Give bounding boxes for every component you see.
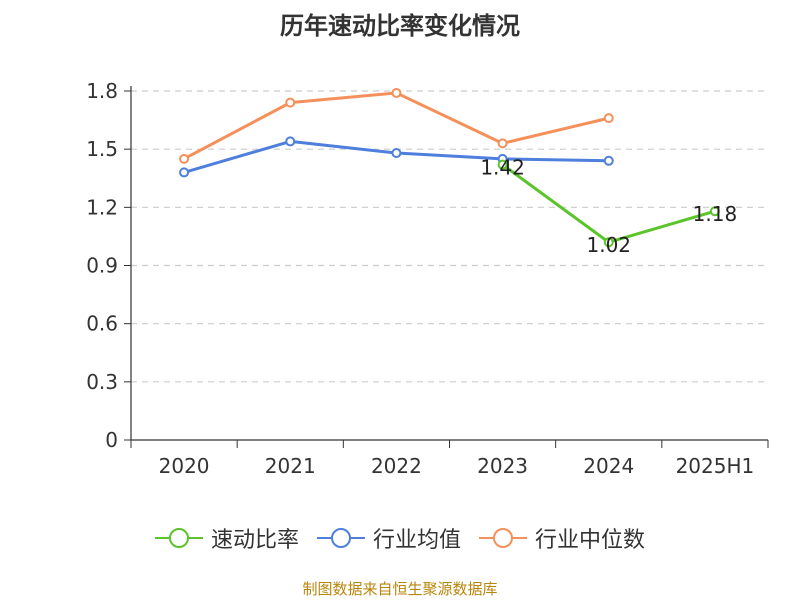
series-line-0 (501, 163, 716, 244)
legend-item-quick-ratio[interactable]: 速动比率 (154, 522, 299, 554)
x-tick-label: 2021 (265, 454, 316, 478)
data-point (497, 159, 508, 170)
data-point (497, 138, 508, 149)
legend-marker-industry-mean (316, 528, 365, 548)
x-tick-label: 2023 (477, 454, 528, 478)
data-label: 1.02 (586, 233, 631, 257)
x-tick-label: 2024 (583, 454, 634, 478)
data-point (285, 136, 296, 147)
legend[interactable]: 速动比率 行业均值 行业中位数 (0, 522, 800, 554)
data-point (603, 113, 614, 124)
data-point (391, 87, 402, 98)
chart-title: 历年速动比率变化情况 (280, 12, 520, 40)
data-label: 1.42 (480, 156, 525, 180)
data-point (285, 97, 296, 108)
data-point (179, 167, 190, 178)
y-tick-label: 1.8 (86, 79, 118, 103)
y-tick-label: 0 (105, 428, 118, 452)
y-tick-label: 1.2 (86, 195, 118, 219)
source-note: 制图数据来自恒生聚源数据库 (302, 580, 498, 598)
legend-label-quick-ratio: 速动比率 (210, 528, 299, 553)
legend-label-industry-median: 行业中位数 (535, 528, 646, 553)
y-tick-label: 0.3 (86, 370, 118, 394)
y-tick-label: 0.6 (86, 312, 118, 336)
legend-item-industry-mean[interactable]: 行业均值 (316, 522, 461, 554)
x-tick-label: 2020 (159, 454, 210, 478)
data-point (709, 206, 720, 217)
data-point (391, 148, 402, 159)
x-tick-label: 2025H1 (676, 454, 755, 478)
y-tick-label: 1.5 (86, 137, 118, 161)
legend-marker-industry-median (479, 528, 527, 548)
data-point (603, 155, 614, 166)
data-point (603, 237, 614, 248)
legend-marker-quick-ratio (154, 528, 203, 548)
data-label: 1.18 (693, 202, 738, 226)
legend-item-industry-median[interactable]: 行业中位数 (479, 522, 645, 554)
x-tick-label: 2022 (371, 454, 422, 478)
legend-label-industry-mean: 行业均值 (372, 528, 461, 553)
data-point (179, 153, 190, 164)
y-tick-label: 0.9 (86, 254, 118, 278)
